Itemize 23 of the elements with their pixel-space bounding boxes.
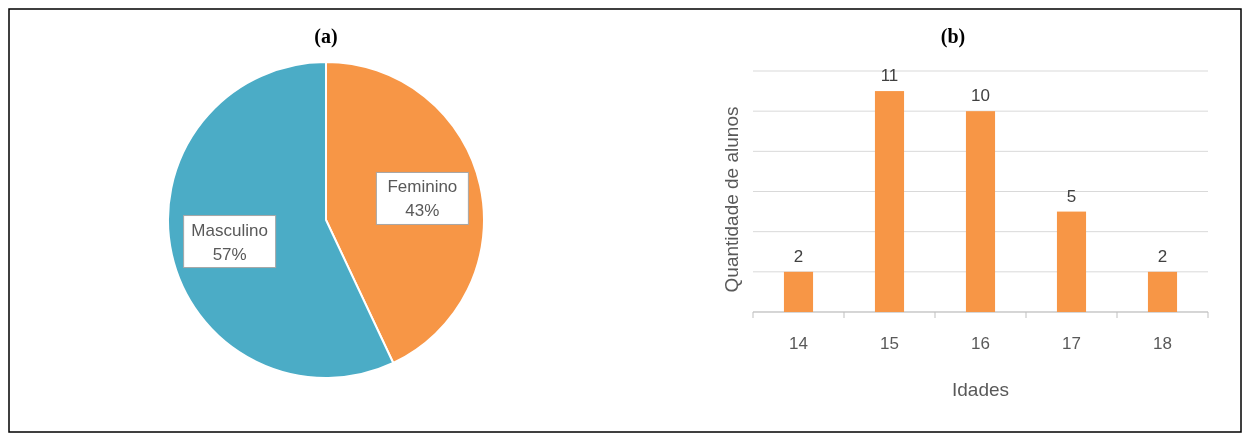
slice-label: Feminino: [387, 177, 458, 197]
x-tick-label: 15: [880, 334, 899, 353]
slice-label: Masculino: [191, 220, 268, 240]
data-label: 11: [880, 66, 899, 86]
data-label: 2: [793, 246, 804, 266]
x-tick-label: 17: [1062, 334, 1081, 353]
y-axis-title: Quantidade de alunos: [721, 106, 742, 293]
bar: [783, 271, 814, 312]
data-label: 57%: [212, 244, 247, 264]
chart-title: (a): [314, 25, 338, 48]
data-label: 10: [971, 86, 990, 106]
bar: [965, 111, 996, 312]
chart-title: (b): [940, 25, 966, 48]
bar: [1147, 271, 1178, 312]
bar: [1056, 211, 1087, 312]
bar: [874, 91, 905, 312]
x-axis-title: Idades: [951, 379, 1010, 400]
x-tick-label: 18: [1153, 334, 1172, 353]
x-tick-label: 16: [971, 334, 990, 353]
data-label: 5: [1066, 186, 1077, 206]
data-label: 43%: [405, 201, 440, 221]
data-label: 2: [1157, 246, 1168, 266]
x-tick-label: 14: [789, 334, 808, 353]
